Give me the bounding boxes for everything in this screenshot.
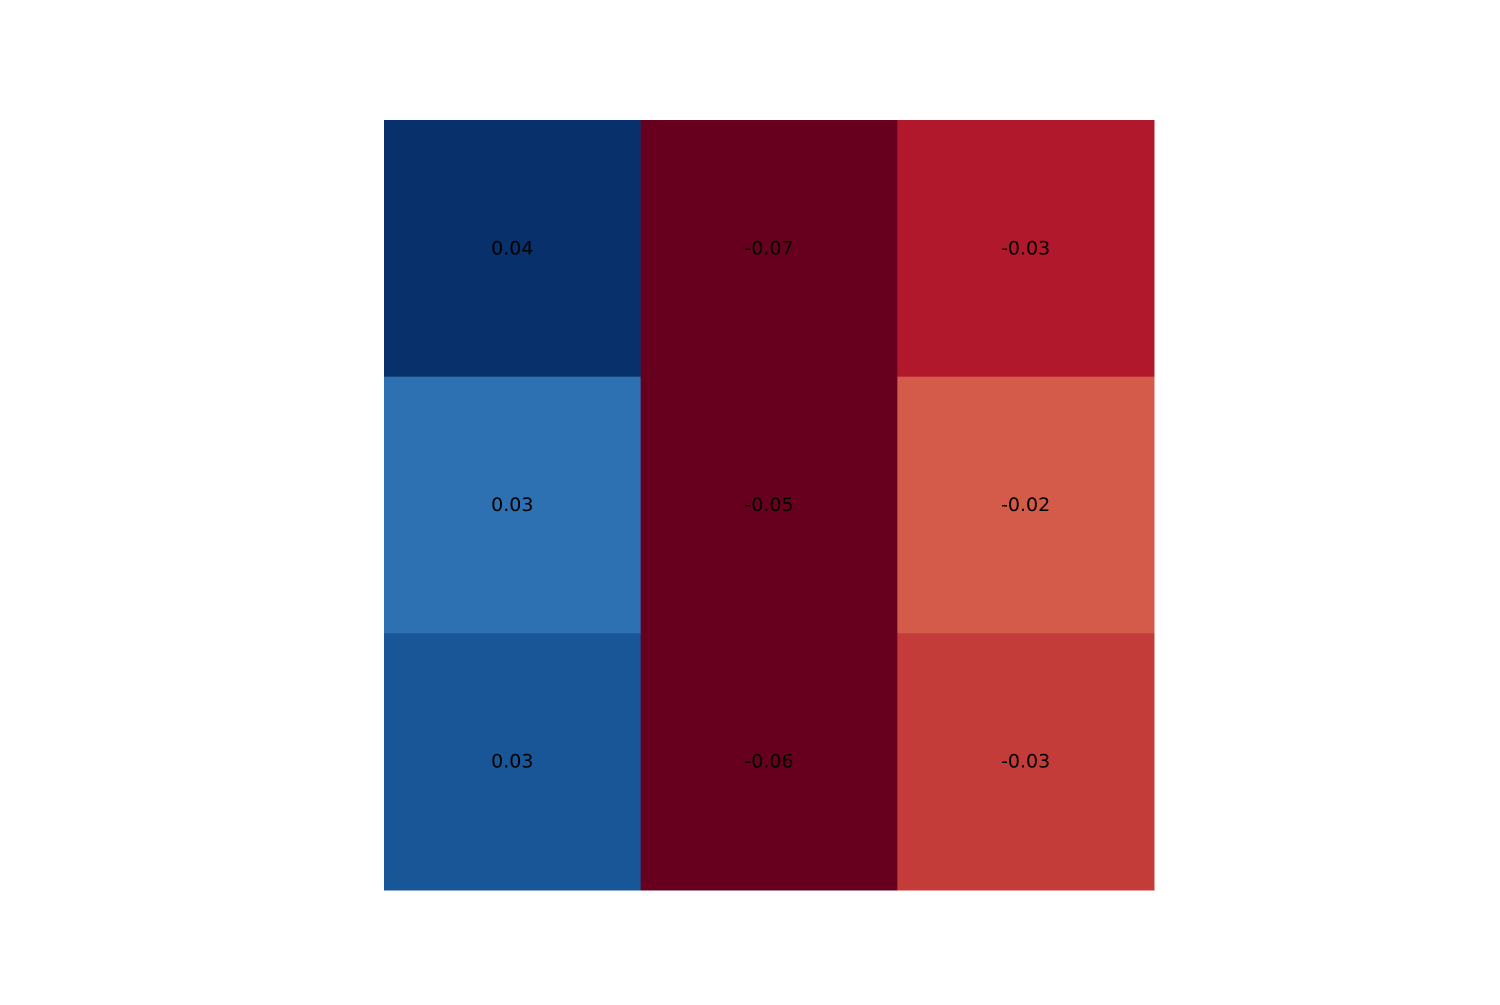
heatmap-cell-label-r2-c1: -0.06 [744,751,793,773]
heatmap-cell-label-r2-c0: 0.03 [491,751,533,773]
heatmap-cell-r1-c0 [384,376,642,634]
heatmap-cell-label-r2-c2: -0.03 [1001,751,1050,773]
heatmap-cell-label-r0-c1: -0.07 [744,237,793,259]
heatmap-cell-r0-c0 [384,120,642,378]
heatmap-cell-label-r1-c2: -0.02 [1001,494,1050,516]
heatmap-cell-r0-c2 [897,120,1155,378]
heatmap-cell-label-r1-c0: 0.03 [491,494,533,516]
heatmap-cell-r1-c2 [897,376,1155,634]
heatmap-cell-r2-c2 [897,633,1155,891]
heatmap-cell-r1-c1 [640,376,898,634]
heatmap-cell-r0-c1 [640,120,898,378]
heatmap-cell-label-r0-c0: 0.04 [491,237,533,259]
heatmap-cell-r2-c1 [640,633,898,891]
heatmap-cell-r2-c0 [384,633,642,891]
heatmap-cell-labels: 0.04 -0.07 -0.03 0.03 -0.05 -0.02 0.03 -0.06 -0.… [491,237,1050,772]
heatmap-cell-label-r1-c1: -0.05 [744,494,793,516]
heatmap-cells [384,120,1155,891]
heatmap-cell-label-r0-c2: -0.03 [1001,237,1050,259]
